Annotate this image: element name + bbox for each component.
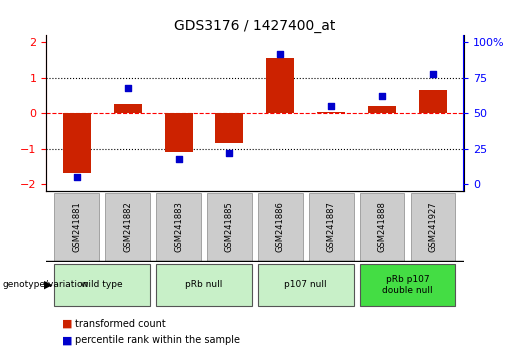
Point xyxy=(73,174,81,180)
Text: ■: ■ xyxy=(62,319,72,329)
Text: transformed count: transformed count xyxy=(75,319,165,329)
Text: percentile rank within the sample: percentile rank within the sample xyxy=(75,335,239,345)
Point xyxy=(327,103,335,109)
Bar xyxy=(55,193,99,261)
Bar xyxy=(258,264,354,306)
Bar xyxy=(258,193,303,261)
Point xyxy=(226,150,234,156)
Bar xyxy=(215,113,244,143)
Text: ▶: ▶ xyxy=(44,280,53,290)
Bar xyxy=(156,193,201,261)
Bar xyxy=(266,58,295,113)
Text: genotype/variation: genotype/variation xyxy=(3,280,89,290)
Text: GSM241927: GSM241927 xyxy=(428,201,437,252)
Text: pRb null: pRb null xyxy=(185,280,223,290)
Text: pRb p107
double null: pRb p107 double null xyxy=(382,275,433,295)
Title: GDS3176 / 1427400_at: GDS3176 / 1427400_at xyxy=(174,19,336,33)
Bar xyxy=(317,112,345,113)
Point xyxy=(378,93,386,99)
Point xyxy=(429,71,437,76)
Bar xyxy=(207,193,252,261)
Text: p107 null: p107 null xyxy=(284,280,327,290)
Text: ■: ■ xyxy=(62,335,72,345)
Point xyxy=(124,85,132,91)
Bar xyxy=(55,264,150,306)
Bar xyxy=(165,113,193,152)
Text: GSM241888: GSM241888 xyxy=(377,201,387,252)
Bar xyxy=(359,264,455,306)
Bar xyxy=(156,264,252,306)
Bar xyxy=(419,90,447,113)
Point xyxy=(276,51,284,57)
Bar xyxy=(368,106,396,113)
Bar xyxy=(410,193,455,261)
Point xyxy=(175,156,183,161)
Text: GSM241886: GSM241886 xyxy=(276,201,285,252)
Text: GSM241885: GSM241885 xyxy=(225,201,234,252)
Bar xyxy=(359,193,404,261)
Text: GSM241887: GSM241887 xyxy=(327,201,336,252)
Text: wild type: wild type xyxy=(81,280,123,290)
Bar xyxy=(106,193,150,261)
Bar xyxy=(309,193,354,261)
Text: GSM241881: GSM241881 xyxy=(73,201,81,252)
Text: GSM241883: GSM241883 xyxy=(174,201,183,252)
Text: GSM241882: GSM241882 xyxy=(123,201,132,252)
Bar xyxy=(63,113,91,173)
Bar xyxy=(114,104,142,113)
